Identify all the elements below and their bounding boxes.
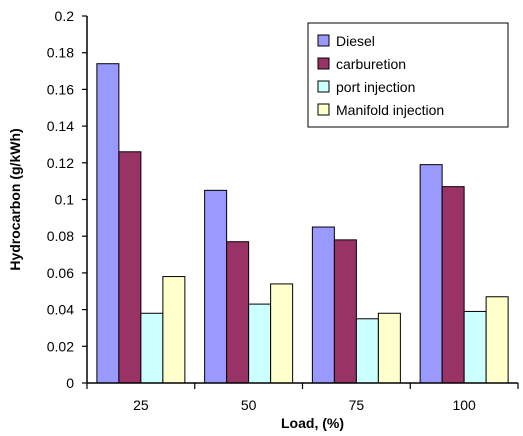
- y-tick-label: 0.2: [55, 8, 75, 24]
- bar-diesel-50: [204, 189, 228, 384]
- x-tick-label: 25: [133, 397, 149, 413]
- bar-manifold-injection-50: [270, 283, 294, 384]
- bar-port-injection-50: [248, 303, 272, 384]
- legend-box: [307, 22, 509, 128]
- bar-carburetion-100: [441, 186, 465, 384]
- bar-port-injection-25: [140, 312, 164, 384]
- y-tick-label: 0.18: [47, 45, 74, 61]
- legend-label: Manifold injection: [336, 102, 444, 118]
- y-tick-label: 0.14: [47, 118, 74, 134]
- legend-label: Diesel: [336, 33, 375, 49]
- bar-manifold-injection-100: [485, 296, 509, 384]
- bar-carburetion-75: [333, 239, 357, 384]
- y-ticks: 0 0.02 0.04 0.06 0.08 0.1 0.12 0.14 0.16 0.18 0.2: [47, 8, 87, 391]
- x-tick-label: 75: [349, 397, 365, 413]
- bar-diesel-100: [419, 164, 443, 384]
- x-tick-label: 100: [452, 397, 476, 413]
- bar-manifold-injection-75: [377, 312, 401, 384]
- legend-swatch: [317, 103, 330, 116]
- y-tick-label: 0.1: [55, 192, 75, 208]
- y-axis-title: Hydrocarbon (g/kWh): [7, 128, 23, 270]
- bar-carburetion-25: [118, 151, 142, 384]
- x-axis-title: Load, (%): [281, 415, 344, 431]
- y-tick-label: 0: [66, 375, 74, 391]
- bar-manifold-injection-25: [162, 276, 186, 384]
- x-tick-label: 50: [241, 397, 257, 413]
- bars-group: [96, 63, 509, 384]
- bar-diesel-75: [311, 226, 335, 384]
- bar-carburetion-50: [226, 241, 250, 384]
- bar-diesel-25: [96, 63, 120, 384]
- legend-swatch: [317, 80, 330, 93]
- y-tick-label: 0.06: [47, 265, 74, 281]
- bar-port-injection-75: [355, 318, 379, 384]
- y-tick-label: 0.12: [47, 155, 74, 171]
- y-tick-label: 0.16: [47, 81, 74, 97]
- x-ticks: 25 50 75 100: [86, 383, 519, 413]
- legend-swatch: [317, 34, 330, 47]
- y-tick-label: 0.04: [47, 302, 74, 318]
- y-tick-label: 0.08: [47, 228, 74, 244]
- legend-label: carburetion: [336, 56, 406, 72]
- y-tick-label: 0.02: [47, 338, 74, 354]
- legend-swatch: [317, 57, 330, 70]
- legend: Diesel carburetion port injection Manifold …: [307, 22, 509, 128]
- legend-label: port injection: [336, 79, 415, 95]
- bar-port-injection-100: [463, 310, 487, 384]
